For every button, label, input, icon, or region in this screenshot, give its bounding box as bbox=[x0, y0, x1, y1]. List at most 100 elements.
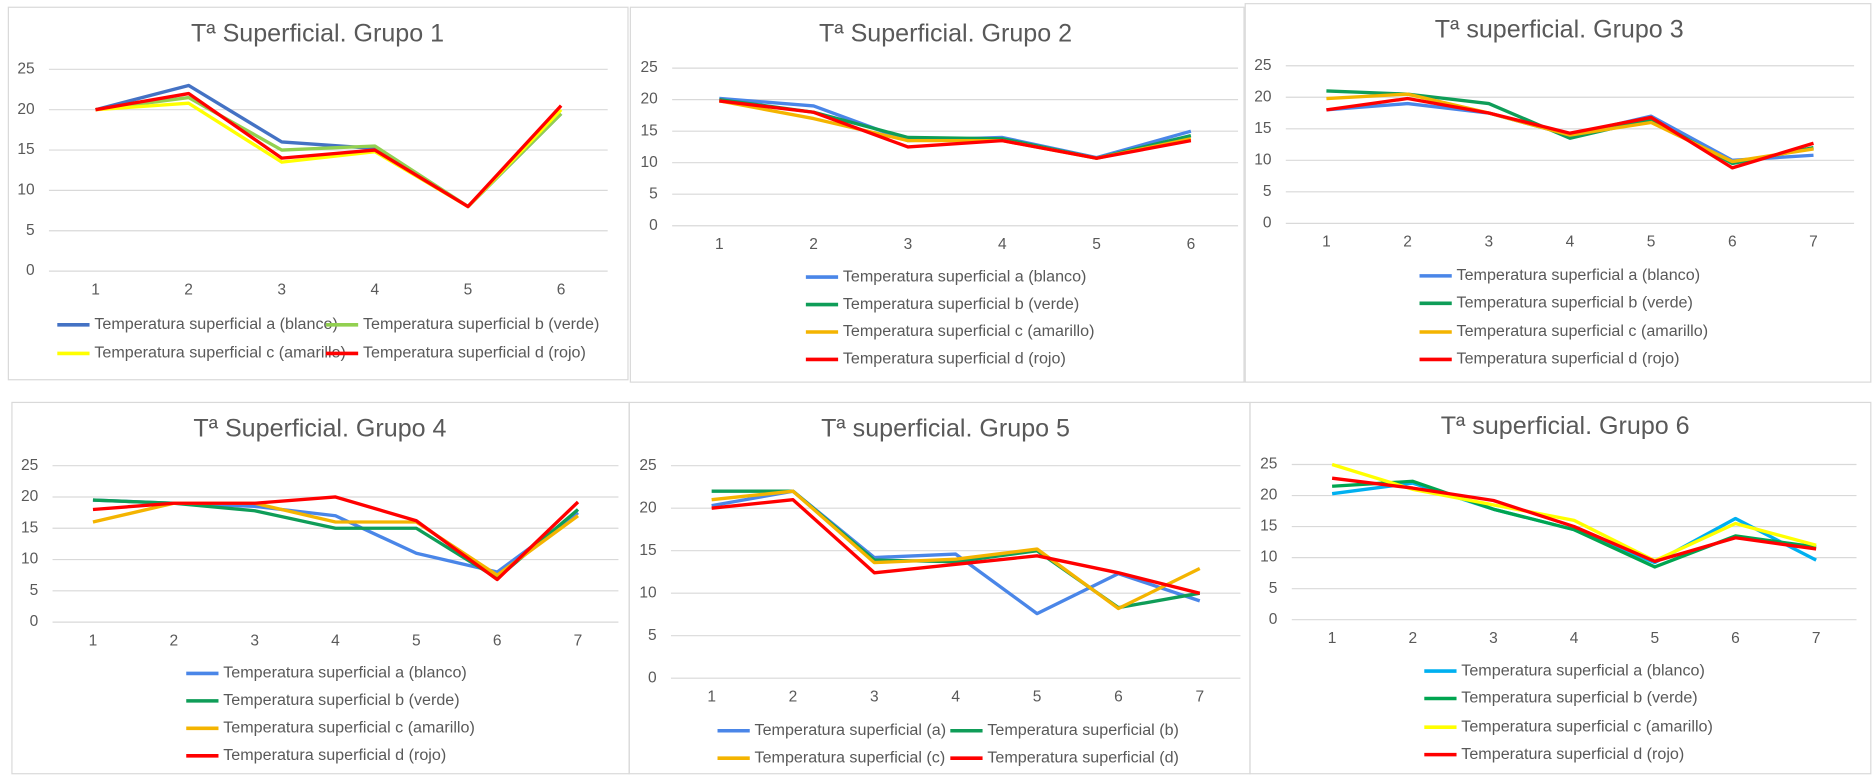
series-line bbox=[719, 96, 1192, 160]
legend-label: Temperatura superficial a (blanco) bbox=[843, 267, 1087, 285]
legend-label: Temperatura superficial a (blanco) bbox=[1461, 661, 1705, 679]
panel bbox=[1249, 401, 1872, 775]
x-tick-label: 4 bbox=[331, 632, 340, 649]
series-line bbox=[1326, 89, 1814, 166]
x-tick-label: 4 bbox=[951, 688, 960, 705]
legend-label: Temperatura superficial (d) bbox=[987, 748, 1179, 766]
y-tick-label: 10 bbox=[1260, 549, 1278, 566]
chart-title: Tª superficial. Grupo 5 bbox=[821, 415, 1070, 443]
y-tick-label: 20 bbox=[639, 499, 657, 516]
series-line bbox=[92, 498, 579, 574]
x-tick-label: 7 bbox=[574, 632, 583, 649]
y-tick-label: 10 bbox=[641, 154, 659, 171]
legend-label: Temperatura superficial d (rojo) bbox=[1457, 350, 1680, 368]
y-tick-label: 0 bbox=[30, 613, 39, 630]
y-tick-label: 15 bbox=[641, 122, 658, 139]
legend-label: Temperatura superficial a (blanco) bbox=[223, 664, 467, 682]
x-tick-label: 1 bbox=[715, 236, 724, 253]
x-tick-label: 3 bbox=[1489, 630, 1498, 647]
legend-label: Temperatura superficial b (verde) bbox=[1457, 294, 1693, 312]
y-tick-label: 15 bbox=[1260, 518, 1277, 535]
y-tick-label: 10 bbox=[1254, 151, 1272, 168]
x-tick-label: 2 bbox=[1403, 234, 1412, 251]
legend-label: Temperatura superficial c (amarillo) bbox=[1457, 322, 1709, 340]
x-tick-label: 7 bbox=[1812, 630, 1821, 647]
y-tick-label: 15 bbox=[21, 519, 38, 536]
x-tick-label: 3 bbox=[1484, 234, 1493, 251]
legend-label: Temperatura superficial d (rojo) bbox=[363, 344, 586, 362]
legend-label: Temperatura superficial d (rojo) bbox=[843, 350, 1066, 368]
y-tick-label: 5 bbox=[26, 222, 35, 239]
panel bbox=[7, 6, 629, 381]
y-tick-label: 25 bbox=[17, 60, 34, 77]
x-tick-label: 1 bbox=[91, 281, 100, 298]
y-tick-label: 10 bbox=[21, 551, 39, 568]
legend-label: Temperatura superficial (b) bbox=[987, 721, 1179, 739]
x-tick-label: 4 bbox=[998, 236, 1007, 253]
x-tick-label: 3 bbox=[277, 281, 286, 298]
x-tick-label: 5 bbox=[1647, 234, 1656, 251]
chart-title: Tª Superficial. Grupo 2 bbox=[819, 19, 1072, 47]
legend-label: Temperatura superficial c (amarillo) bbox=[1461, 717, 1713, 735]
legend-label: Temperatura superficial (c) bbox=[755, 748, 946, 766]
x-tick-label: 6 bbox=[1728, 234, 1737, 251]
chart-title: Tª superficial. Grupo 3 bbox=[1435, 16, 1684, 44]
y-tick-label: 25 bbox=[639, 457, 656, 474]
chart-title: Tª superficial. Grupo 6 bbox=[1441, 412, 1690, 440]
legend-label: Temperatura superficial c (amarillo) bbox=[843, 322, 1095, 340]
series-line bbox=[719, 99, 1192, 160]
y-tick-label: 25 bbox=[641, 59, 658, 76]
x-tick-label: 4 bbox=[371, 281, 380, 298]
x-tick-label: 1 bbox=[707, 688, 716, 705]
y-tick-label: 20 bbox=[21, 488, 39, 505]
x-tick-label: 2 bbox=[169, 632, 178, 649]
y-tick-label: 15 bbox=[639, 542, 656, 559]
y-tick-label: 0 bbox=[1269, 611, 1278, 628]
x-tick-label: 1 bbox=[89, 632, 98, 649]
y-tick-label: 25 bbox=[1254, 57, 1271, 74]
series-line bbox=[95, 91, 563, 209]
y-tick-label: 25 bbox=[21, 457, 38, 474]
legend-label: Temperatura superficial c (amarillo) bbox=[94, 344, 346, 362]
legend-label: Temperatura superficial d (rojo) bbox=[1461, 745, 1684, 763]
x-tick-label: 5 bbox=[1033, 688, 1042, 705]
y-tick-label: 10 bbox=[17, 181, 35, 198]
y-tick-label: 5 bbox=[648, 627, 657, 644]
y-tick-label: 25 bbox=[1260, 456, 1277, 473]
y-tick-label: 0 bbox=[1263, 214, 1272, 231]
x-tick-label: 1 bbox=[1322, 234, 1331, 251]
legend-label: Temperatura superficial b (verde) bbox=[843, 295, 1079, 313]
x-tick-label: 6 bbox=[1731, 630, 1740, 647]
x-tick-label: 7 bbox=[1195, 688, 1204, 705]
series-line bbox=[1326, 92, 1814, 164]
series-line bbox=[711, 498, 1201, 595]
x-tick-label: 5 bbox=[1092, 236, 1101, 253]
y-tick-label: 15 bbox=[17, 141, 34, 158]
x-tick-label: 5 bbox=[464, 281, 473, 298]
y-tick-label: 10 bbox=[639, 584, 657, 601]
x-tick-label: 2 bbox=[1408, 630, 1417, 647]
y-tick-label: 0 bbox=[648, 669, 657, 686]
legend-label: Temperatura superficial b (verde) bbox=[223, 691, 459, 709]
y-tick-label: 5 bbox=[30, 582, 39, 599]
series-line bbox=[711, 489, 1201, 616]
y-tick-label: 0 bbox=[26, 262, 35, 279]
legend-label: Temperatura superficial (a) bbox=[755, 721, 947, 739]
x-tick-label: 1 bbox=[1328, 630, 1337, 647]
x-tick-label: 3 bbox=[250, 632, 259, 649]
legend-label: Temperatura superficial a (blanco) bbox=[94, 315, 338, 333]
series-line bbox=[711, 489, 1201, 611]
panel bbox=[629, 6, 1245, 383]
y-tick-label: 20 bbox=[1260, 487, 1278, 504]
chart-title: Tª Superficial. Grupo 1 bbox=[191, 19, 444, 47]
panel bbox=[1244, 3, 1872, 383]
x-tick-label: 2 bbox=[789, 688, 798, 705]
x-tick-label: 5 bbox=[1650, 630, 1659, 647]
x-tick-label: 2 bbox=[184, 281, 193, 298]
legend-label: Temperatura superficial b (verde) bbox=[1461, 689, 1697, 707]
y-tick-label: 0 bbox=[649, 217, 658, 234]
chart-title: Tª Superficial. Grupo 4 bbox=[193, 415, 446, 443]
y-tick-label: 15 bbox=[1254, 120, 1271, 137]
y-tick-label: 5 bbox=[649, 185, 658, 202]
legend-label: Temperatura superficial b (verde) bbox=[363, 315, 599, 333]
